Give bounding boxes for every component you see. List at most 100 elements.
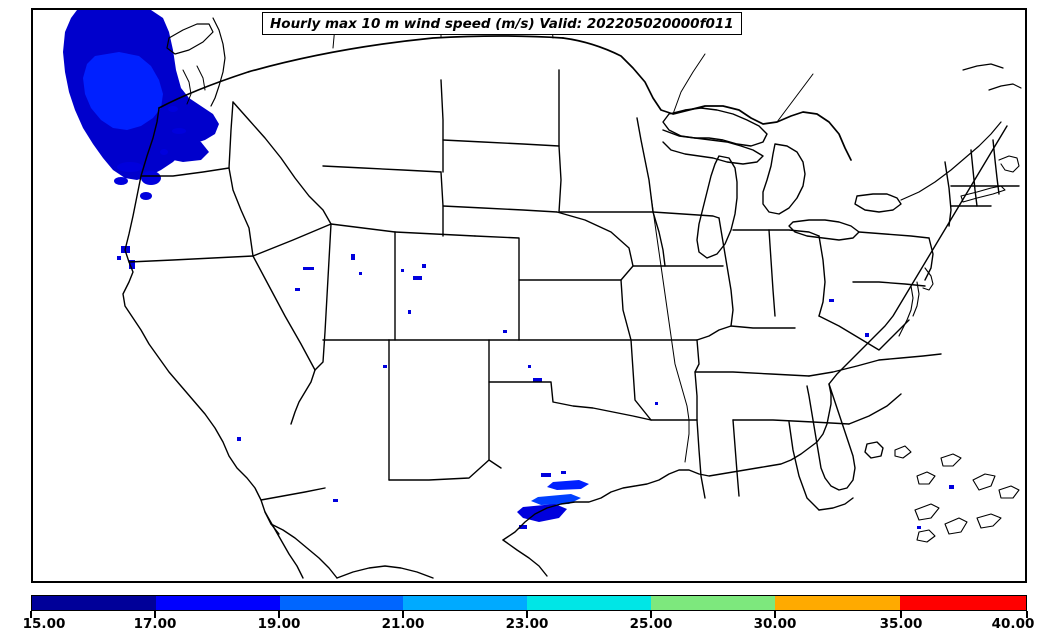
colorbar: [31, 595, 1027, 611]
colorbar-band-15-17: [32, 596, 156, 610]
lake-huron: [762, 143, 806, 215]
border-wy-co: [394, 231, 476, 237]
colorbar-tick-25.00: [650, 611, 652, 618]
puget-sound: [182, 65, 206, 105]
shading-scatter-9: [408, 310, 411, 314]
gulf-coastline: [502, 383, 832, 541]
colorbar-label-15.00: 15.00: [22, 616, 66, 632]
shading-atlantic-1: [829, 299, 834, 302]
border-sd-ne: [442, 205, 558, 213]
colorbar-tick-35.00: [900, 611, 902, 618]
shading-texas-4: [541, 473, 551, 477]
colorbar-tick-30.00: [774, 611, 776, 618]
cape-cod: [998, 155, 1020, 173]
vancouver-island: [166, 23, 214, 55]
border-ca-az: [290, 369, 316, 425]
lake-superior: [662, 107, 768, 147]
border-tn-ms-al-ga: [732, 419, 850, 425]
colorbar-tick-15.00: [30, 611, 32, 618]
border-ar-ms-tn: [694, 339, 700, 421]
shading-scatter-14: [333, 499, 338, 502]
chesapeake-bay: [898, 281, 920, 337]
border-ms-al: [732, 419, 740, 497]
bc-coast: [210, 17, 226, 107]
border-nc-va: [878, 353, 942, 361]
colorbar-tick-23.00: [526, 611, 528, 618]
border-sd-mn-ia: [558, 145, 562, 213]
border-mt-nd: [440, 79, 444, 173]
border-nv-id-or: [252, 223, 332, 257]
shading-texas-6: [519, 525, 527, 529]
shading-norcal-3: [117, 256, 121, 260]
border-nc-sc: [848, 393, 902, 425]
mexico-gulf-coast: [336, 539, 548, 579]
shading-offshore-blob-1: [117, 162, 143, 172]
lake-erie: [788, 219, 860, 241]
shading-norcal-2: [129, 260, 135, 269]
shading-scatter-2: [295, 288, 300, 291]
colorbar-band-25-30: [650, 596, 775, 610]
shading-pacific-nw-core: [83, 52, 163, 130]
atlantic-coastline: [828, 125, 1008, 385]
shading-atlantic-4: [917, 526, 921, 529]
mississippi-river: [650, 195, 690, 463]
border-mt-wy: [322, 165, 442, 173]
shading-atlantic-2: [865, 333, 869, 337]
colorbar-tick-40.00: [1026, 611, 1028, 618]
colorbar-tick-labels: 15.00 17.00 19.00 21.00 23.00 25.00 30.00 35.00…: [0, 616, 1057, 638]
shading-offshore-blob-4: [140, 192, 152, 200]
border-il-in-ky: [730, 325, 796, 329]
shading-scatter-5: [401, 269, 404, 272]
border-ok-ar: [630, 339, 652, 421]
border-la-ms: [696, 419, 706, 499]
shading-offshore-blob-2: [114, 177, 128, 185]
border-wa-or: [140, 167, 230, 177]
border-ca-nv-diag: [252, 255, 316, 371]
colorbar-tick-17.00: [154, 611, 156, 618]
border-in-oh: [768, 229, 776, 317]
us-canada-border: [158, 35, 564, 109]
colorbar-label-25.00: 25.00: [629, 616, 673, 632]
border-co-ks-ne: [474, 235, 520, 341]
shading-scatter-4: [359, 272, 362, 275]
shading-texas-2: [531, 494, 581, 505]
colorbar-band-21-23: [403, 596, 527, 610]
shading-pacific-nw-tail: [145, 130, 209, 162]
shading-scatter-10: [503, 330, 507, 333]
border-mo-il-ky: [696, 325, 732, 341]
shading-offshore-blob-3: [141, 171, 161, 185]
colorbar-label-23.00: 23.00: [505, 616, 549, 632]
border-or-ca-nv: [128, 255, 254, 263]
bahamas-islands: [894, 445, 1020, 543]
border-nd-sd: [442, 139, 560, 147]
border-nm-mexico: [388, 459, 490, 481]
shading-scatter-1: [303, 267, 314, 270]
delaware-bay: [922, 267, 934, 291]
colorbar-band-17-19: [155, 596, 280, 610]
border-mn-wi: [636, 117, 654, 213]
colorbar-label-35.00: 35.00: [879, 616, 923, 632]
colorbar-tick-21.00: [402, 611, 404, 618]
lake-michigan: [696, 155, 738, 259]
colorbar-band-23-25: [527, 596, 651, 610]
border-ne-ia-mo: [556, 211, 634, 281]
shading-scatter-8: [422, 264, 426, 268]
colorbar-tick-19.00: [278, 611, 280, 618]
border-pa-md: [852, 281, 926, 287]
border-ny-vt-nh: [944, 161, 952, 227]
shading-texas-5: [561, 471, 566, 474]
colorbar-label-17.00: 17.00: [133, 616, 177, 632]
michigan-upper-peninsula: [662, 129, 764, 165]
shading-scatter-12: [533, 378, 542, 382]
colorbar-band-19-21: [279, 596, 404, 610]
border-ks-mo: [620, 279, 632, 341]
long-island: [960, 185, 1006, 203]
shading-texas-1: [547, 480, 589, 490]
shading-scatter-11: [528, 365, 531, 368]
border-pa-ny: [858, 231, 930, 239]
border-vt-nh: [970, 149, 978, 207]
title-box: Hourly max 10 m wind speed (m/s) Valid: …: [262, 12, 742, 35]
map-panel: [31, 8, 1027, 583]
colorbar-label-40.00: 40.00: [991, 616, 1035, 632]
colorbar-band-30-35: [774, 596, 901, 610]
